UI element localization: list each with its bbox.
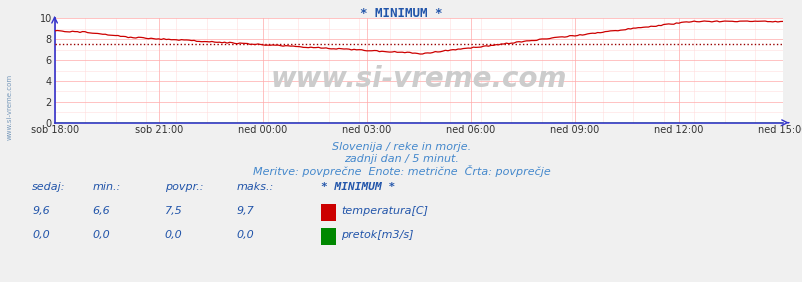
Text: 6,6: 6,6 bbox=[92, 206, 110, 216]
Text: 7,5: 7,5 bbox=[164, 206, 182, 216]
Text: Meritve: povprečne  Enote: metrične  Črta: povprečje: Meritve: povprečne Enote: metrične Črta:… bbox=[253, 165, 549, 177]
Text: 0,0: 0,0 bbox=[92, 230, 110, 240]
Text: povpr.:: povpr.: bbox=[164, 182, 203, 192]
Text: temperatura[C]: temperatura[C] bbox=[341, 206, 427, 216]
Text: www.si-vreme.com: www.si-vreme.com bbox=[270, 65, 566, 93]
Text: * MINIMUM *: * MINIMUM * bbox=[360, 7, 442, 20]
Text: 0,0: 0,0 bbox=[32, 230, 50, 240]
Text: 0,0: 0,0 bbox=[164, 230, 182, 240]
Text: sedaj:: sedaj: bbox=[32, 182, 66, 192]
Text: 9,7: 9,7 bbox=[237, 206, 254, 216]
Text: * MINIMUM *: * MINIMUM * bbox=[321, 182, 395, 192]
Text: www.si-vreme.com: www.si-vreme.com bbox=[6, 74, 12, 140]
Text: Slovenija / reke in morje.: Slovenija / reke in morje. bbox=[331, 142, 471, 152]
Text: 0,0: 0,0 bbox=[237, 230, 254, 240]
Text: maks.:: maks.: bbox=[237, 182, 273, 192]
Text: pretok[m3/s]: pretok[m3/s] bbox=[341, 230, 413, 240]
Text: min.:: min.: bbox=[92, 182, 120, 192]
Text: zadnji dan / 5 minut.: zadnji dan / 5 minut. bbox=[343, 154, 459, 164]
Text: 9,6: 9,6 bbox=[32, 206, 50, 216]
